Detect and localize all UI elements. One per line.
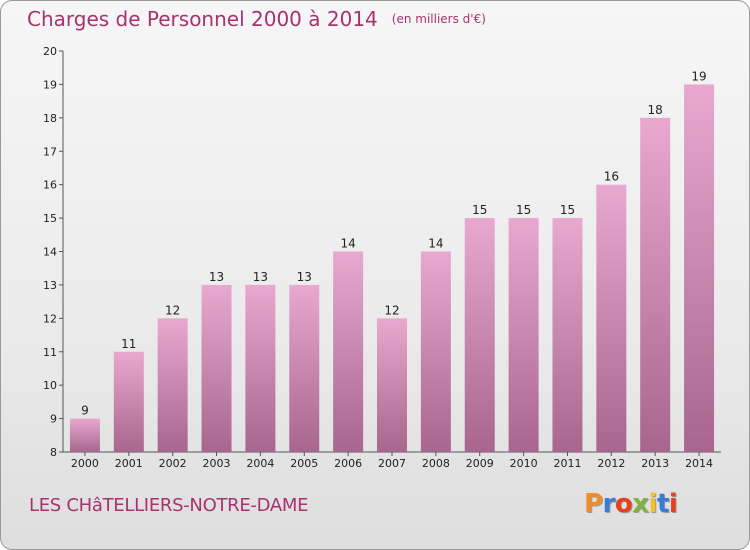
data-label: 15 — [516, 203, 531, 217]
bar — [113, 351, 144, 452]
x-tick-label: 2002 — [159, 457, 187, 470]
bar — [508, 218, 539, 452]
x-tick-label: 2001 — [115, 457, 143, 470]
x-tick-label: 2014 — [685, 457, 713, 470]
chart-title-text: Charges de Personnel 2000 à 2014 — [27, 7, 378, 31]
x-tick-label: 2008 — [422, 457, 450, 470]
data-label: 14 — [340, 237, 355, 251]
bar — [640, 117, 671, 452]
data-label: 14 — [428, 237, 443, 251]
chart-title: Charges de Personnel 2000 à 2014 (en mill… — [27, 7, 486, 31]
bar — [333, 251, 364, 452]
bar — [69, 418, 100, 452]
y-tick-label: 11 — [43, 346, 57, 359]
data-label: 18 — [648, 103, 663, 117]
bar — [157, 318, 188, 452]
logo-letter: t — [656, 489, 669, 519]
y-tick-label: 16 — [43, 179, 57, 192]
logo-letter: o — [614, 489, 633, 519]
data-label: 11 — [121, 337, 136, 351]
bar — [464, 218, 495, 452]
x-tick-label: 2000 — [71, 457, 99, 470]
data-label: 19 — [691, 69, 706, 83]
proxiti-logo[interactable]: Proxiti — [584, 489, 678, 519]
x-tick-label: 2012 — [597, 457, 625, 470]
x-tick-label: 2011 — [553, 457, 581, 470]
y-tick-label: 19 — [43, 78, 57, 91]
bar — [245, 284, 276, 452]
logo-letter: x — [632, 489, 649, 519]
bar — [552, 218, 583, 452]
bar — [377, 318, 407, 452]
data-label: 13 — [297, 270, 312, 284]
x-tick-label: 2006 — [334, 457, 362, 470]
data-label: 16 — [604, 170, 619, 184]
y-tick-label: 13 — [43, 279, 57, 292]
y-tick-label: 14 — [43, 246, 57, 259]
bar — [201, 284, 232, 452]
y-tick-label: 9 — [50, 413, 57, 426]
y-tick-label: 10 — [43, 379, 57, 392]
commune-name: LES CHâTELLIERS-NOTRE-DAME — [29, 495, 309, 516]
y-tick-label: 20 — [43, 45, 57, 58]
logo-letter: i — [648, 489, 658, 519]
data-label: 15 — [560, 203, 575, 217]
y-tick-label: 18 — [43, 112, 57, 125]
data-label: 15 — [472, 203, 487, 217]
bar — [596, 184, 627, 452]
logo-letter: r — [602, 489, 616, 519]
bar — [684, 84, 715, 453]
x-tick-label: 2003 — [203, 457, 231, 470]
y-tick-label: 12 — [43, 312, 57, 325]
bar — [289, 284, 320, 452]
data-label: 13 — [209, 270, 224, 284]
logo-letter: P — [584, 489, 603, 519]
y-tick-label: 8 — [50, 446, 57, 459]
data-label: 12 — [165, 303, 180, 317]
x-tick-label: 2005 — [290, 457, 318, 470]
x-tick-label: 2010 — [510, 457, 538, 470]
bar — [420, 251, 451, 452]
x-tick-label: 2013 — [641, 457, 669, 470]
y-tick-label: 17 — [43, 145, 57, 158]
y-tick-label: 15 — [43, 212, 57, 225]
data-label: 12 — [384, 303, 399, 317]
logo-letter: i — [668, 489, 678, 519]
x-tick-label: 2004 — [246, 457, 274, 470]
x-tick-label: 2009 — [466, 457, 494, 470]
x-tick-label: 2007 — [378, 457, 406, 470]
data-label: 9 — [81, 404, 89, 418]
data-label: 13 — [253, 270, 268, 284]
chart-unit: (en milliers d'€) — [391, 12, 486, 26]
